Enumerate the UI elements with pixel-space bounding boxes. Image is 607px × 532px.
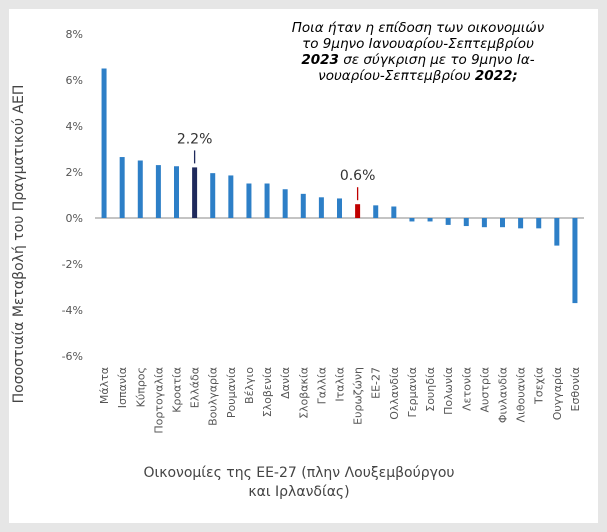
bar bbox=[337, 198, 342, 218]
x-tick-label: Λιθουανία bbox=[515, 367, 528, 422]
bar bbox=[536, 218, 542, 229]
x-tick-label: Ολλανδία bbox=[388, 367, 401, 420]
bar bbox=[355, 204, 361, 218]
title-line-2: το 9μηνο Ιανουαρίου-Σεπτεμβρίου bbox=[302, 36, 534, 52]
title-year-2022: 2022; bbox=[474, 68, 518, 84]
bar bbox=[373, 205, 379, 218]
bar bbox=[481, 218, 487, 228]
bar bbox=[518, 218, 524, 229]
y-tick-label: -6% bbox=[62, 350, 83, 363]
x-tick-label: Γαλλία bbox=[315, 367, 328, 404]
bar bbox=[264, 183, 270, 218]
bar bbox=[155, 165, 161, 218]
title-line-3: 2023 σε σύγκριση με το 9μηνο Ια- bbox=[257, 52, 579, 68]
title-line-1: Ποια ήταν η επίδοση των οικονομιών bbox=[291, 20, 545, 36]
bar bbox=[427, 218, 433, 222]
x-tick-label: Δανία bbox=[279, 367, 292, 399]
bar bbox=[554, 218, 560, 246]
x-tick-label: Ευρωζώνη bbox=[352, 367, 365, 425]
bar bbox=[119, 157, 125, 218]
bar bbox=[101, 68, 107, 218]
bar bbox=[300, 193, 306, 218]
chart-frame: 8% 6% 4% 2% 0% -2% -4% -6% Μάλτα Ισπανία Κύπρος Πορ… bbox=[9, 9, 598, 523]
x-tick-label: Βουλγαρία bbox=[207, 367, 220, 426]
y-tick-label: 0% bbox=[66, 212, 83, 225]
y-tick-label: 8% bbox=[66, 28, 83, 41]
data-label: 0.6% bbox=[340, 168, 376, 184]
bar bbox=[246, 183, 252, 218]
x-tick-label: Ρουμανία bbox=[225, 367, 238, 418]
x-tick-label: Φινλανδία bbox=[497, 367, 510, 423]
x-tick-label: Γερμανία bbox=[406, 367, 419, 417]
y-tick-label: -4% bbox=[62, 304, 83, 317]
y-axis-title: Ποσοστιαία Μεταβολή του Πραγματικού ΑΕΠ bbox=[11, 84, 27, 404]
x-tick-label: Εσθονία bbox=[569, 367, 582, 412]
y-tick-label: 2% bbox=[66, 166, 83, 179]
x-tick-label: Πολωνία bbox=[442, 367, 455, 415]
x-axis-title: Οικονομίες της ΕΕ-27 (πλην Λουξεμβούργου… bbox=[143, 465, 455, 500]
chart-title: Ποια ήταν η επίδοση των οικονομιών το 9μ… bbox=[257, 20, 579, 84]
x-tick-label: Ισπανία bbox=[116, 367, 129, 408]
x-tick-label: Κύπρος bbox=[134, 367, 147, 407]
x-tick-label: Σλοβακία bbox=[297, 367, 310, 419]
x-tick-label: Λετονία bbox=[460, 367, 473, 411]
bar bbox=[500, 218, 505, 228]
bar bbox=[137, 160, 143, 218]
bar bbox=[192, 167, 198, 218]
bar bbox=[318, 197, 324, 218]
x-tick-label: Ελλάδα bbox=[189, 367, 202, 408]
x-tick-label: ΕΕ-27 bbox=[370, 367, 383, 399]
bar bbox=[391, 206, 397, 218]
x-tick-label: Σουηδία bbox=[424, 367, 437, 412]
bar bbox=[210, 173, 216, 218]
y-tick-label: 6% bbox=[66, 74, 83, 87]
bar bbox=[228, 175, 234, 218]
x-tick-label: Τσεχία bbox=[533, 367, 546, 405]
bar bbox=[174, 166, 179, 218]
data-label: 2.2% bbox=[177, 131, 213, 147]
x-tick-label: Πορτογαλία bbox=[152, 367, 165, 434]
bar bbox=[445, 218, 451, 225]
bar-chart: 8% 6% 4% 2% 0% -2% -4% -6% Μάλτα Ισπανία Κύπρος Πορ… bbox=[62, 28, 584, 434]
x-tick-label: Μάλτα bbox=[98, 367, 111, 404]
bar bbox=[572, 218, 578, 304]
y-tick-label: -2% bbox=[62, 258, 83, 271]
title-line-4: νουαρίου-Σεπτεμβρίου 2022; bbox=[257, 68, 579, 84]
x-tick-label: Κροατία bbox=[171, 367, 184, 413]
x-tick-label: Αυστρία bbox=[478, 367, 491, 412]
title-line-3-text: σε σύγκριση με το 9μηνο Ια- bbox=[338, 52, 535, 68]
x-tick-label: Σλοβενία bbox=[261, 367, 274, 417]
x-tick-label: Ουγγαρία bbox=[551, 367, 564, 420]
bar bbox=[409, 218, 415, 222]
bar bbox=[463, 218, 469, 227]
y-tick-label: 4% bbox=[66, 120, 83, 133]
title-year-2023: 2023 bbox=[301, 52, 339, 68]
bar bbox=[282, 189, 288, 218]
x-tick-label: Βέλγιο bbox=[243, 367, 256, 404]
x-tick-label: Ιταλία bbox=[334, 367, 347, 402]
title-line-4-text: νουαρίου-Σεπτεμβρίου bbox=[318, 68, 475, 84]
